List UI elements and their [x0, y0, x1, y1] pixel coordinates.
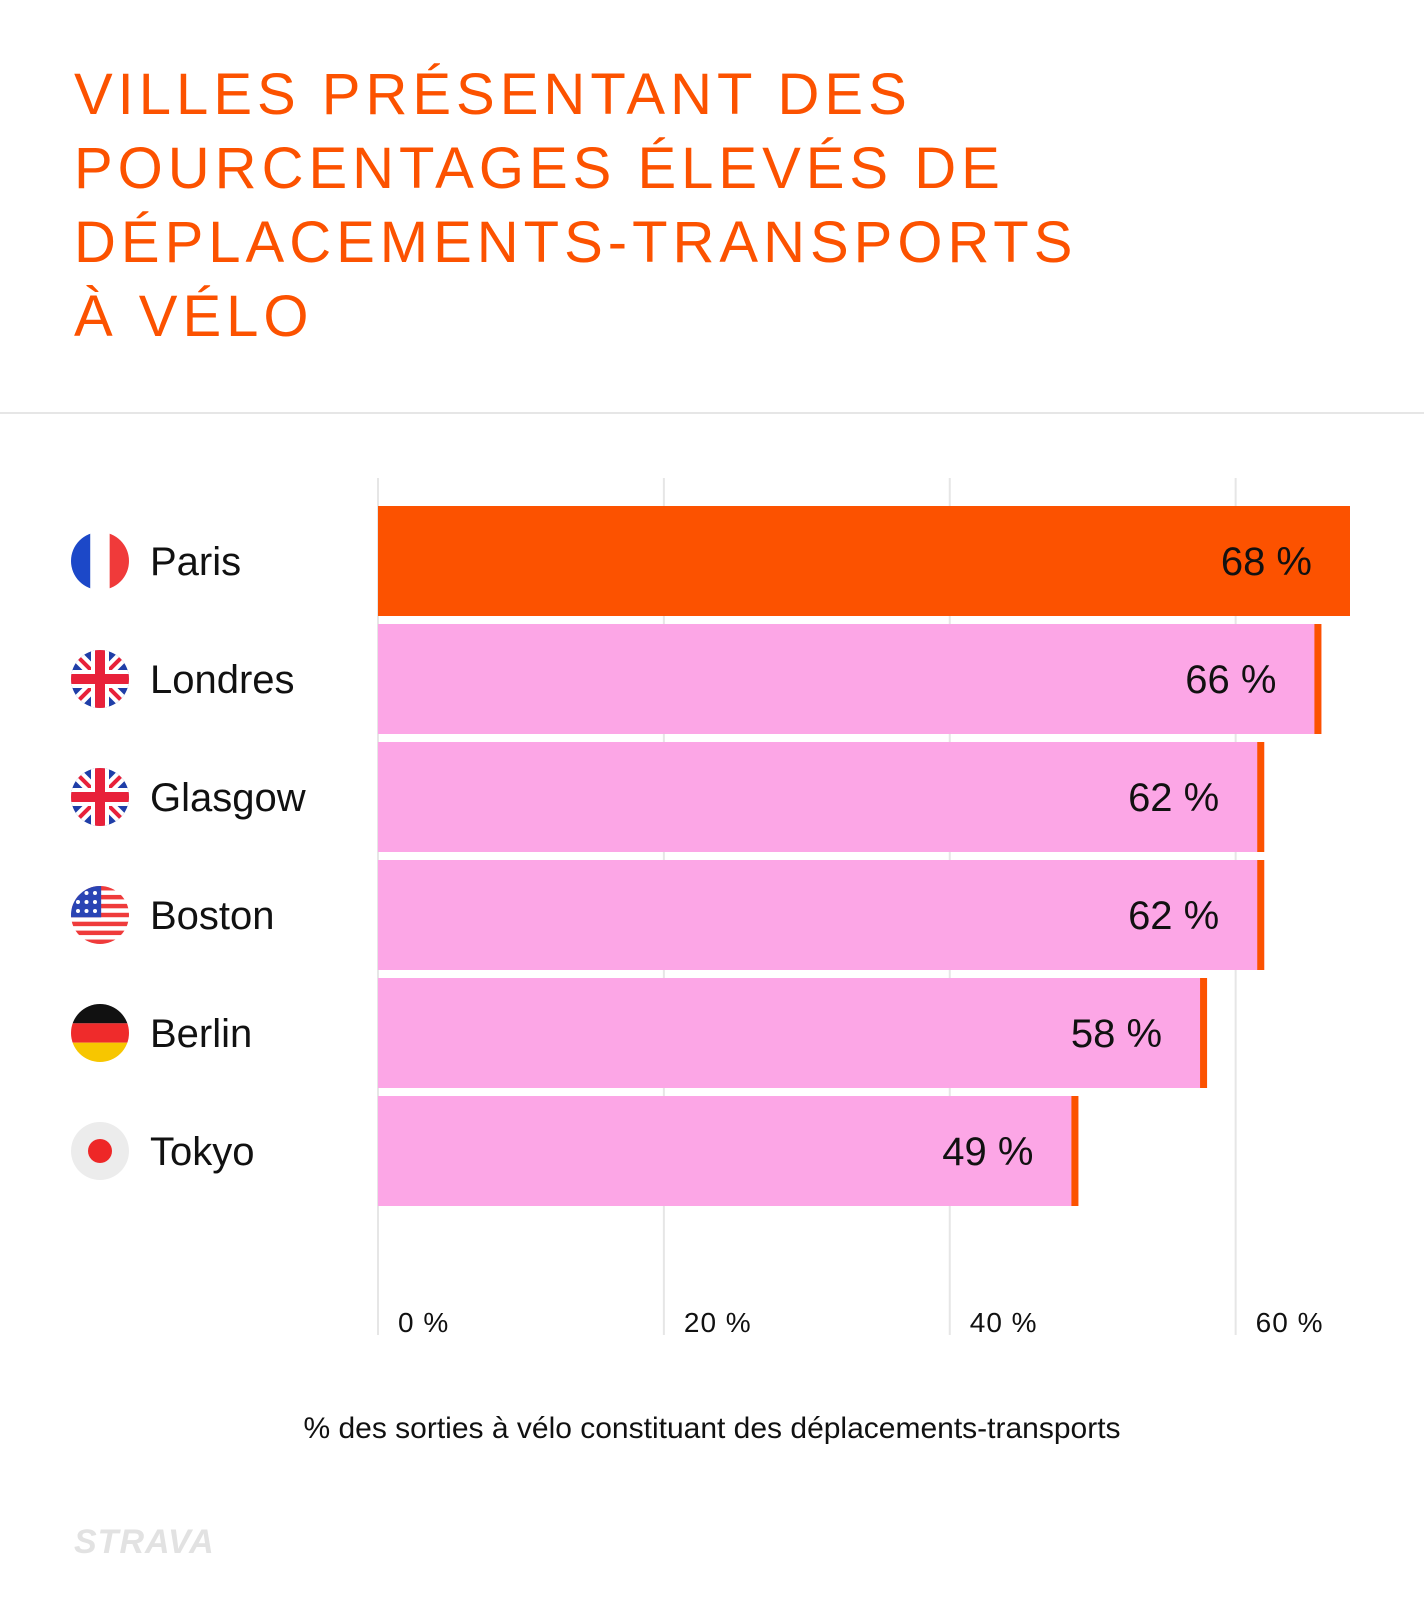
title-divider — [0, 412, 1424, 414]
title-line-2: POURCENTAGES ÉLEVÉS DE — [74, 136, 1005, 201]
data-label: 49 % — [942, 1130, 1033, 1174]
bar — [378, 506, 1350, 616]
bar — [378, 742, 1265, 852]
bar-end-marker — [1200, 978, 1208, 1088]
bar-end-marker — [1257, 742, 1265, 852]
uk-flag-icon — [71, 650, 129, 708]
bar — [378, 860, 1265, 970]
japan-flag-icon — [71, 1122, 129, 1180]
bar — [378, 978, 1208, 1088]
strava-logo: STRAVA — [74, 1523, 215, 1561]
data-label: 58 % — [1071, 1012, 1162, 1056]
uk-flag-icon — [71, 768, 129, 826]
x-tick-label: 40 % — [970, 1307, 1038, 1338]
bar-end-marker — [1257, 860, 1265, 970]
category-label: Paris — [150, 540, 241, 584]
usa-flag-icon — [71, 886, 129, 944]
data-label: 68 % — [1221, 540, 1312, 584]
title-line-3: DÉPLACEMENTS-TRANSPORTS — [74, 210, 1078, 275]
category-label: Glasgow — [150, 776, 306, 820]
bar-chart: 0 % 20 % 40 % 60 % 68 % Paris 66 % Londres 62 % G… — [71, 478, 1350, 1338]
category-label: Berlin — [150, 1012, 252, 1056]
category-label: Boston — [150, 894, 275, 938]
category-label: Londres — [150, 658, 295, 702]
x-tick-label: 0 % — [398, 1307, 449, 1338]
x-axis-label: % des sorties à vélo constituant des dép… — [303, 1412, 1121, 1445]
title-line-1: VILLES PRÉSENTANT DES — [74, 62, 912, 127]
germany-flag-icon — [71, 1004, 129, 1062]
category-label: Tokyo — [150, 1130, 255, 1174]
chart-title: VILLES PRÉSENTANT DES POURCENTAGES ÉLEVÉ… — [74, 58, 1174, 354]
france-flag-icon — [71, 532, 129, 590]
data-label: 62 % — [1128, 894, 1219, 938]
data-label: 66 % — [1185, 658, 1276, 702]
title-line-4: À VÉLO — [74, 284, 314, 349]
bar — [378, 1096, 1079, 1206]
bar-end-marker — [1314, 624, 1322, 734]
x-tick-label: 60 % — [1256, 1307, 1324, 1338]
bar-end-marker — [1071, 1096, 1079, 1206]
x-tick-label: 20 % — [684, 1307, 752, 1338]
data-label: 62 % — [1128, 776, 1219, 820]
bar — [378, 624, 1322, 734]
